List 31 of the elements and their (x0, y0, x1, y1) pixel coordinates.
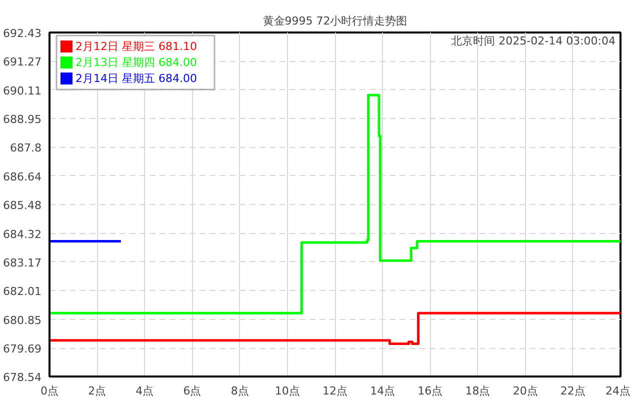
x-tick-label: 6点 (183, 384, 202, 398)
legend-label: 2月12日 星期三 681.10 (76, 40, 197, 53)
y-tick-label: 686.64 (3, 170, 42, 184)
y-tick-label: 682.01 (3, 285, 42, 298)
y-tick-label: 680.85 (3, 314, 42, 327)
y-tick-label: 687.8 (10, 142, 42, 155)
y-tick-label: 692.43 (3, 27, 42, 40)
annotation: 北京时间 2025-02-14 03:00:04 (451, 34, 616, 48)
y-tick-label: 690.11 (3, 84, 42, 98)
x-tick-label: 0点 (40, 384, 58, 398)
x-tick-label: 4点 (136, 384, 154, 398)
x-tick-label: 14点 (370, 384, 396, 398)
x-tick-label: 2点 (88, 384, 106, 398)
x-tick-label: 18点 (465, 384, 490, 398)
legend-label: 2月14日 星期五 684.00 (76, 72, 197, 85)
y-tick-label: 691.27 (3, 56, 42, 69)
legend-label: 2月13日 星期四 684.00 (76, 56, 197, 69)
x-tick-label: 8点 (230, 384, 249, 398)
x-tick-label: 22点 (560, 384, 586, 398)
y-tick-label: 688.95 (3, 113, 42, 126)
y-tick-label: 683.17 (3, 256, 42, 270)
y-tick-label: 684.32 (3, 228, 42, 241)
y-tick-label: 685.48 (3, 199, 42, 212)
chart-title: 黄金9995 72小时行情走势图 (262, 14, 408, 28)
x-tick-label: 24点 (606, 384, 630, 398)
y-tick-label: 679.69 (3, 342, 42, 356)
x-tick-label: 16点 (418, 384, 443, 398)
x-tick-label: 20点 (512, 384, 538, 398)
y-tick-label: 678.54 (3, 371, 42, 384)
x-tick-label: 12点 (322, 384, 348, 398)
x-tick-label: 10点 (274, 384, 300, 398)
